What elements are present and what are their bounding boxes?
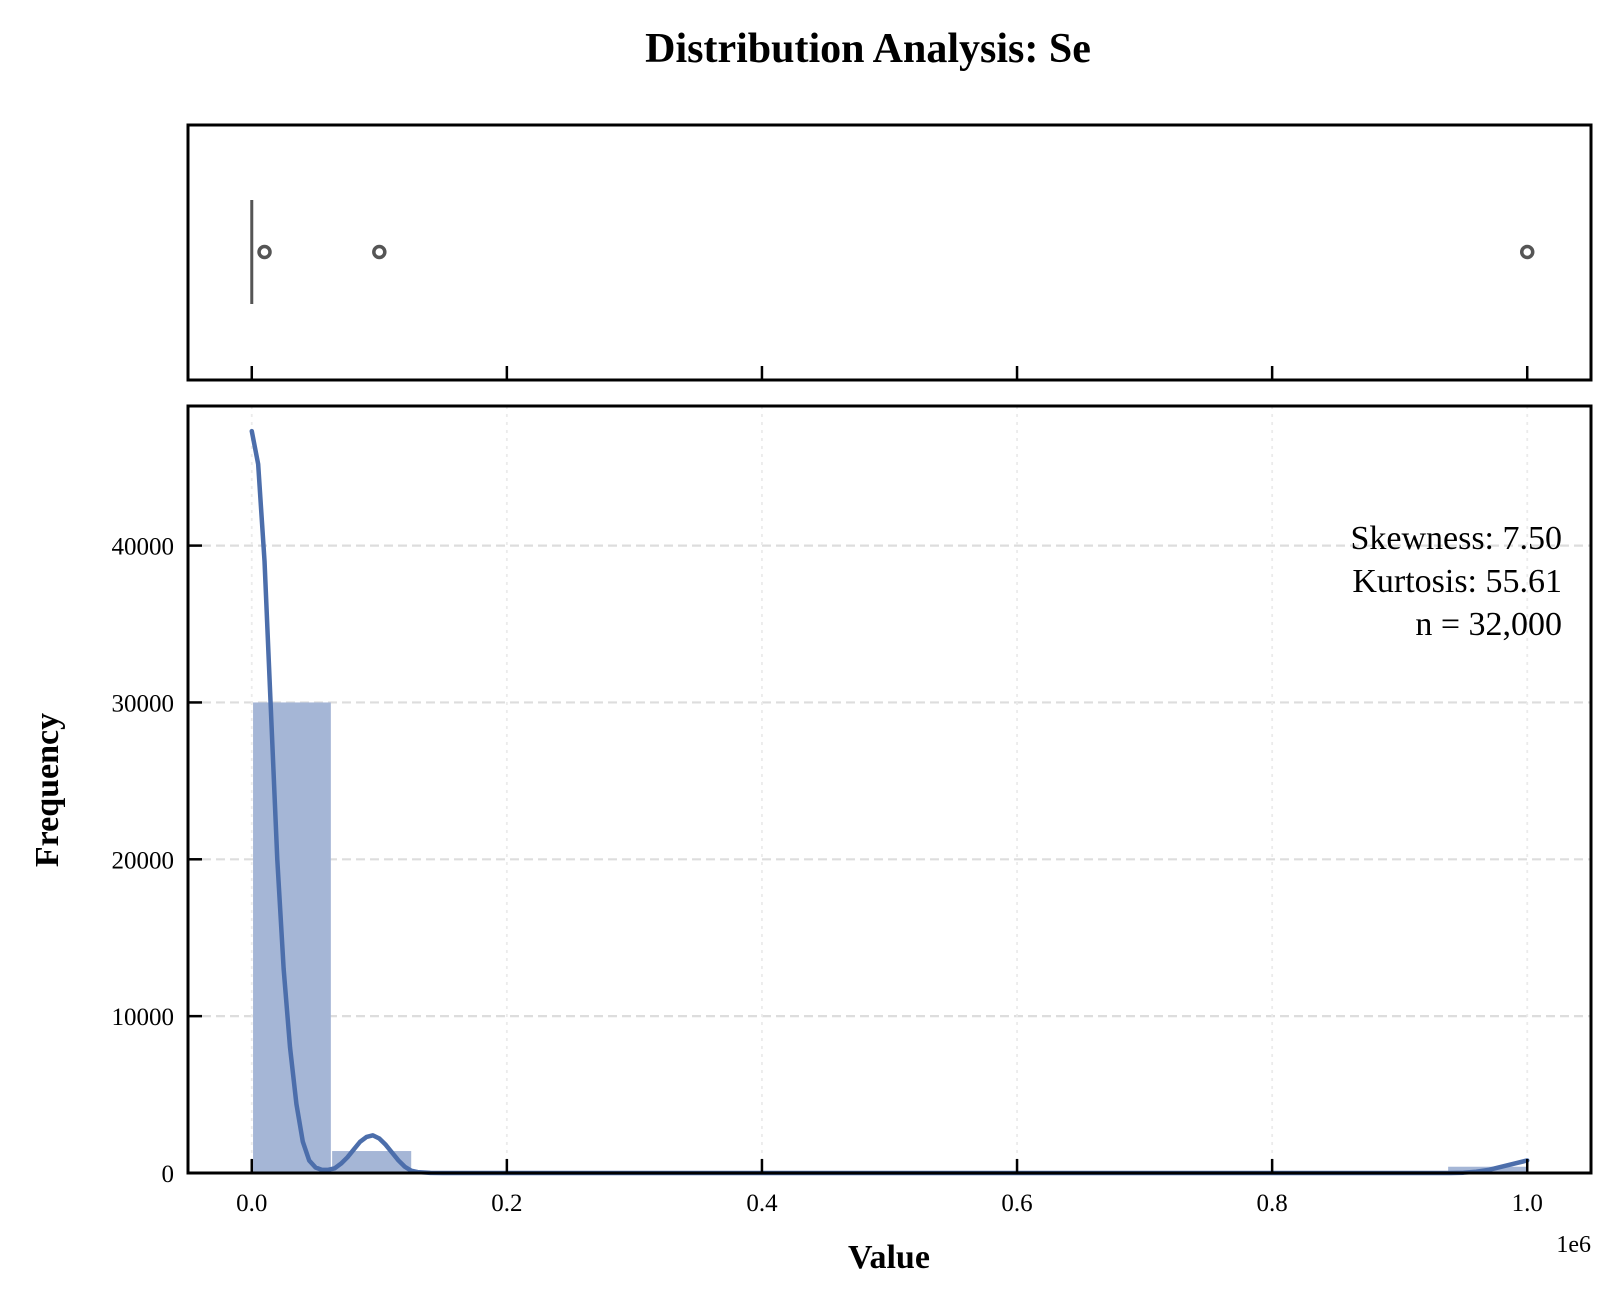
x-axis-label: Value (848, 1239, 930, 1276)
histogram-frame (186, 404, 1593, 1175)
x-tick-label: 0.2 (491, 1190, 522, 1217)
y-tick-label: 20000 (112, 847, 175, 874)
outlier-marker (257, 244, 272, 260)
y-tick-label: 30000 (112, 690, 175, 717)
outlier-marker (372, 244, 387, 260)
histogram-bar (253, 702, 331, 1173)
x-tick-label: 0.6 (1001, 1190, 1032, 1217)
x-tick-label: 0.8 (1257, 1190, 1288, 1217)
boxplot-frame (186, 123, 1593, 382)
kde-curve (249, 428, 1530, 1176)
histogram-bar (332, 1151, 412, 1173)
x-tick-label: 0.4 (746, 1190, 778, 1217)
x-offset-label: 1e6 (1556, 1232, 1591, 1258)
outlier-marker (1519, 244, 1535, 260)
stats-annotation-line: Kurtosis: 55.61 (1352, 563, 1562, 600)
x-tick-label: 0.0 (236, 1190, 267, 1217)
y-tick-label: 10000 (112, 1004, 175, 1031)
y-axis-label: Frequency (29, 713, 66, 867)
stats-annotation-line: Skewness: 7.50 (1350, 520, 1562, 557)
stats-annotation-line: n = 32,000 (1415, 606, 1562, 643)
x-tick-label: 1.0 (1512, 1190, 1543, 1217)
y-tick-label: 40000 (112, 534, 175, 561)
boxplot-panel (186, 123, 1593, 382)
y-tick-label: 0 (162, 1161, 175, 1188)
chart-title: Distribution Analysis: Se (645, 26, 1091, 72)
histogram-panel: 0.0 0.2 0.4 0.6 0.8 1.0 0 10000 20000 30000 40000… (112, 404, 1593, 1217)
